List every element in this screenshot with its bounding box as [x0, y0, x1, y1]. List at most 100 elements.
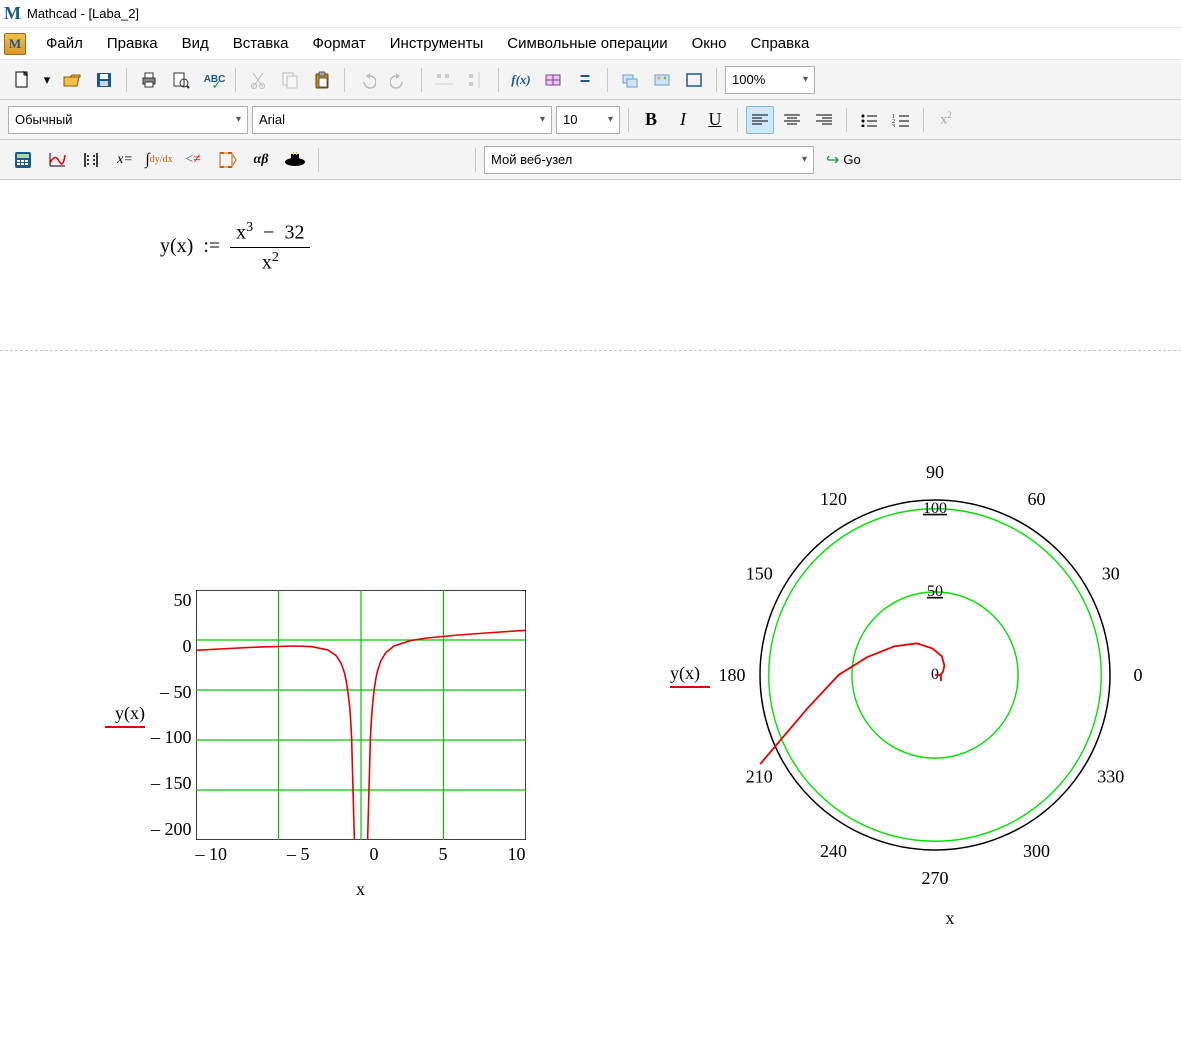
print-preview-button[interactable]	[167, 66, 195, 94]
matrix-palette-button[interactable]	[76, 146, 106, 174]
undo-button[interactable]	[353, 66, 381, 94]
svg-text:30: 30	[1102, 564, 1120, 584]
chevron-down-icon: ▾	[608, 114, 613, 125]
window-title: Mathcad - [Laba_2]	[27, 6, 139, 21]
menu-tools[interactable]: Инструменты	[378, 31, 496, 56]
xy-xticks: – 10– 50510	[196, 840, 526, 865]
calculate-button[interactable]: =	[571, 66, 599, 94]
font-combo[interactable]: Arial ▾	[252, 106, 552, 134]
doc-icon: M	[4, 33, 26, 55]
formula-region[interactable]: y(x) := x3 − 32 x2	[160, 220, 310, 274]
boolean-palette-button[interactable]: <≠	[178, 146, 208, 174]
numbering-button[interactable]: 123	[887, 106, 915, 134]
print-button[interactable]	[135, 66, 163, 94]
page-break-line	[0, 350, 1181, 351]
paste-button[interactable]	[308, 66, 336, 94]
polar-xlabel: x	[730, 908, 1170, 929]
fontsize-value: 10	[563, 112, 577, 127]
web-value: Мой веб-узел	[491, 152, 572, 167]
menu-symbolic[interactable]: Символьные операции	[495, 31, 679, 56]
zoom-value: 100%	[732, 72, 765, 87]
go-label: Go	[843, 152, 860, 167]
go-button[interactable]: ↪ Go	[818, 146, 869, 174]
new-dropdown[interactable]: ▾	[40, 66, 54, 94]
menu-insert[interactable]: Вставка	[221, 31, 301, 56]
open-button[interactable]	[58, 66, 86, 94]
copy-button[interactable]	[276, 66, 304, 94]
align-left-button[interactable]	[746, 106, 774, 134]
xy-xlabel: x	[196, 879, 526, 900]
svg-text:50: 50	[927, 583, 943, 600]
superscript-button[interactable]: x2	[932, 106, 960, 134]
svg-text:330: 330	[1097, 767, 1124, 787]
assign-op: :=	[203, 235, 220, 257]
zoom-combo[interactable]: 100% ▾	[725, 66, 815, 94]
svg-text:3: 3	[892, 124, 895, 127]
insert-unit-button[interactable]	[539, 66, 567, 94]
cut-button[interactable]	[244, 66, 272, 94]
component1-button[interactable]	[616, 66, 644, 94]
web-combo[interactable]: Мой веб-узел ▾	[484, 146, 814, 174]
svg-text:120: 120	[820, 489, 847, 509]
polar-plot-region[interactable]: y(x) 03060901201501802102402703003300501…	[670, 460, 1170, 960]
italic-button[interactable]: I	[669, 106, 697, 134]
svg-text:210: 210	[746, 767, 773, 787]
new-button[interactable]	[8, 66, 36, 94]
chevron-down-icon: ▾	[802, 154, 807, 165]
formula-lhs: y(x)	[160, 235, 193, 257]
svg-text:270: 270	[922, 868, 949, 888]
xy-yticks: 500– 50– 100– 150– 200	[151, 590, 196, 840]
app-logo-icon: M	[4, 3, 21, 24]
underline-button[interactable]: U	[701, 106, 729, 134]
fontsize-combo[interactable]: 10 ▾	[556, 106, 620, 134]
menu-window[interactable]: Окно	[680, 31, 739, 56]
svg-text:100: 100	[923, 500, 947, 517]
svg-text:240: 240	[820, 841, 847, 861]
worksheet[interactable]: y(x) := x3 − 32 x2 y(x) 500– 50– 100– 15…	[0, 180, 1181, 1041]
svg-text:60: 60	[1028, 489, 1046, 509]
xy-ylabel: y(x)	[115, 703, 145, 724]
component3-button[interactable]	[680, 66, 708, 94]
svg-text:0: 0	[1134, 665, 1143, 685]
chevron-down-icon: ▾	[803, 74, 808, 85]
font-value: Arial	[259, 112, 285, 127]
redo-button[interactable]	[385, 66, 413, 94]
style-value: Обычный	[15, 112, 72, 127]
menu-edit[interactable]: Правка	[95, 31, 170, 56]
spellcheck-button[interactable]: ABC✓	[199, 66, 227, 94]
menu-format[interactable]: Формат	[300, 31, 377, 56]
polar-ylabel: y(x)	[670, 663, 710, 684]
align-right-button[interactable]	[810, 106, 838, 134]
greek-palette-button[interactable]: αβ	[246, 146, 276, 174]
xy-plot	[196, 590, 526, 840]
bold-button[interactable]: B	[637, 106, 665, 134]
chevron-down-icon: ▾	[540, 114, 545, 125]
svg-text:150: 150	[746, 564, 773, 584]
menubar: M Файл Правка Вид Вставка Формат Инструм…	[0, 28, 1181, 60]
chevron-down-icon: ▾	[236, 114, 241, 125]
titlebar: M Mathcad - [Laba_2]	[0, 0, 1181, 28]
graph-palette-button[interactable]	[42, 146, 72, 174]
insert-function-button[interactable]: f(x)	[507, 66, 535, 94]
calculus-palette-button[interactable]: ∫dy/dx	[144, 146, 174, 174]
align-down-button[interactable]	[430, 66, 458, 94]
style-combo[interactable]: Обычный ▾	[8, 106, 248, 134]
evaluation-palette-button[interactable]: x=	[110, 146, 140, 174]
standard-toolbar: ▾ ABC✓ f(x) = 100% ▾	[0, 60, 1181, 100]
calculator-palette-button[interactable]	[8, 146, 38, 174]
programming-palette-button[interactable]	[212, 146, 242, 174]
bullets-button[interactable]	[855, 106, 883, 134]
svg-text:90: 90	[926, 462, 944, 482]
polar-plot: 0306090120150180210240270300330050100	[720, 460, 1150, 890]
svg-text:180: 180	[720, 665, 746, 685]
align-across-button[interactable]	[462, 66, 490, 94]
menu-view[interactable]: Вид	[170, 31, 221, 56]
xy-plot-region[interactable]: y(x) 500– 50– 100– 150– 200 – 10– 50510 …	[105, 590, 565, 920]
symbolic-palette-button[interactable]	[280, 146, 310, 174]
svg-text:300: 300	[1023, 841, 1050, 861]
menu-help[interactable]: Справка	[738, 31, 821, 56]
component2-button[interactable]	[648, 66, 676, 94]
align-center-button[interactable]	[778, 106, 806, 134]
save-button[interactable]	[90, 66, 118, 94]
menu-file[interactable]: Файл	[34, 31, 95, 56]
